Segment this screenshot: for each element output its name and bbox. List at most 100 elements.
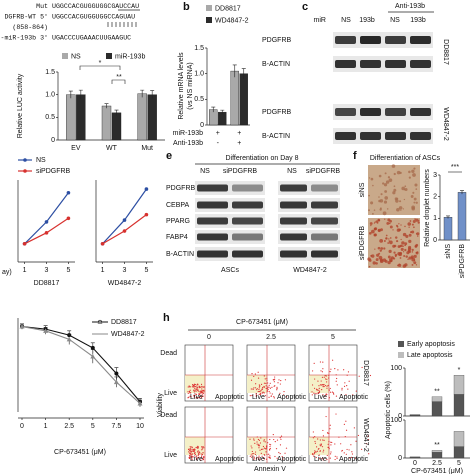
label: miR [314,17,326,24]
event [194,454,196,456]
event [191,454,193,456]
event [249,395,251,397]
event [332,359,334,361]
event [322,429,324,432]
droplet [380,193,383,196]
label: Mut [36,3,48,10]
event [320,370,322,372]
event [340,394,342,396]
event [353,427,355,429]
event [275,448,278,450]
label: Live [314,394,327,401]
event [328,374,330,376]
event [318,389,320,391]
x-tick-label: 0 [413,460,417,467]
label: * [458,367,461,374]
droplet [393,185,396,188]
event [256,441,258,443]
event [193,389,195,391]
event [345,420,347,422]
event [257,371,259,373]
event [190,451,193,453]
droplet [415,218,419,222]
legend-label: DD8817 [215,5,241,12]
label: -miR-193b 3' [1,34,48,41]
label: Live [252,456,265,463]
event [201,385,203,387]
event [254,373,256,375]
gate [309,437,329,455]
event [190,453,192,455]
event [263,375,265,377]
droplet [411,263,414,266]
event [200,395,202,397]
event [198,451,200,453]
droplet [402,232,407,237]
bar [101,105,112,141]
event [323,376,325,378]
band [385,60,406,68]
point [19,324,25,329]
event [323,439,325,441]
event [193,396,195,398]
droplet [411,230,415,234]
bar [111,112,122,141]
label: NS [390,17,400,24]
label: 5 [331,334,335,341]
point [144,212,149,217]
event [200,446,203,448]
event [348,380,350,382]
event [192,384,194,386]
event [201,388,203,390]
droplet [413,261,417,265]
event [314,442,317,444]
y-tick-label: 1 [433,215,437,222]
legend-swatch [206,5,212,11]
droplet [404,225,406,228]
label: PDGFRB [166,185,196,192]
droplet [379,249,382,252]
droplet [411,205,416,210]
event [191,455,193,458]
event [267,388,269,390]
y-label: Relative mRNA levels [178,52,185,120]
droplet [411,251,414,253]
blot-bg [333,56,433,72]
band [335,132,356,140]
legend-label: Late apoptosis [407,352,453,359]
event [197,456,199,459]
droplet [374,248,376,250]
droplet [398,228,402,232]
droplet [398,223,400,225]
droplet [403,198,406,201]
droplet [405,255,408,258]
droplet [369,222,373,225]
event [258,388,260,391]
droplet [402,245,404,248]
droplet [403,255,406,258]
bar-segment [453,446,465,459]
event [351,453,354,455]
point [122,218,127,222]
event [340,443,342,445]
band [410,60,431,68]
event [195,390,197,392]
label: ** [434,442,440,449]
droplet [413,201,416,204]
event [346,385,348,387]
droplet [401,186,405,191]
event [269,443,271,446]
droplet [396,239,399,243]
error-bar [211,106,216,113]
event [311,384,314,386]
x-tick-label: 2.5 [64,423,74,430]
event [330,368,332,370]
event [276,387,278,390]
event [322,459,324,461]
droplet [368,209,370,212]
event [190,392,192,394]
event [200,456,203,458]
label: Dead [160,350,177,357]
legend-label: miR-193b [115,53,145,60]
droplet [383,247,386,250]
